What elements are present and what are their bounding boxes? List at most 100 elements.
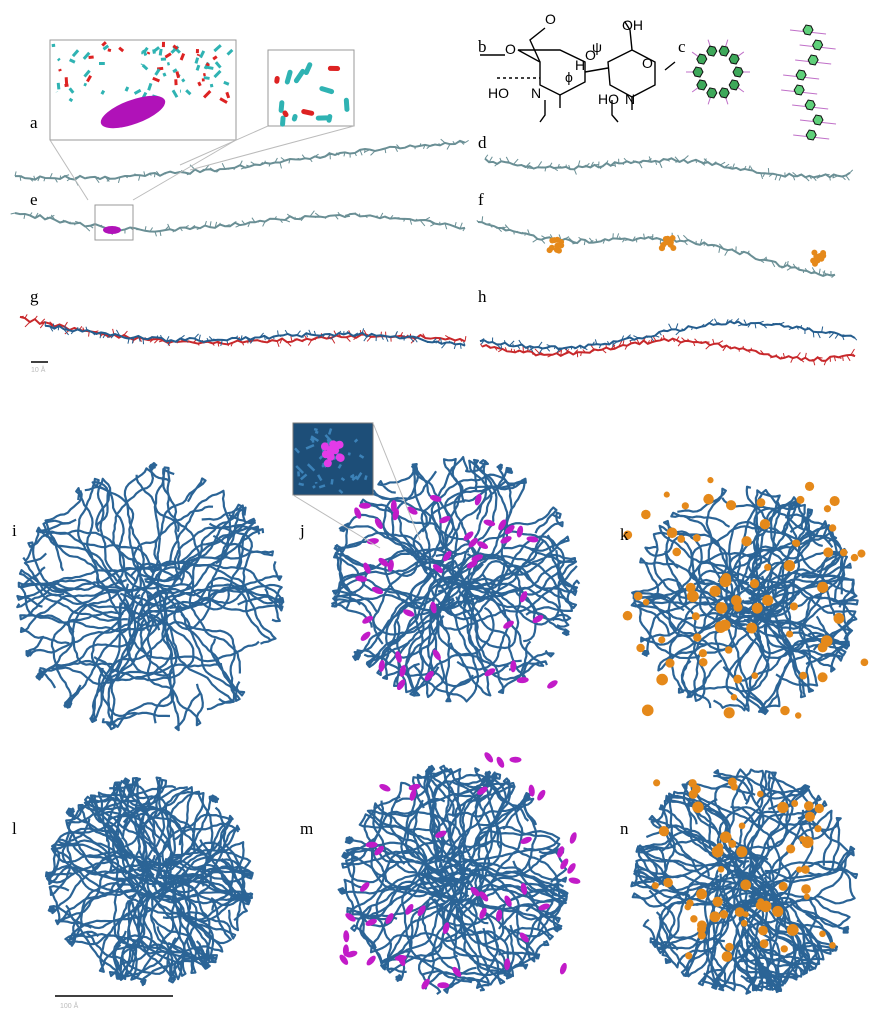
side-group xyxy=(602,350,606,353)
side-group xyxy=(701,341,702,343)
ligand xyxy=(725,943,734,952)
side-group xyxy=(430,338,431,339)
side-group xyxy=(623,163,624,165)
ring xyxy=(707,88,717,98)
side-group xyxy=(135,228,138,229)
side-group xyxy=(213,339,218,340)
ligand xyxy=(740,880,751,891)
ligand xyxy=(833,613,844,624)
ligand xyxy=(819,930,826,937)
side-group xyxy=(681,338,685,341)
side-group xyxy=(706,345,710,349)
side-group xyxy=(299,218,300,219)
ligand xyxy=(735,907,745,917)
bond xyxy=(69,99,72,101)
side-group xyxy=(513,159,518,164)
side-group xyxy=(345,216,350,217)
ligand xyxy=(802,836,814,848)
ligand xyxy=(516,525,524,538)
side-group xyxy=(517,165,522,166)
side-group xyxy=(684,156,689,160)
bond xyxy=(177,72,179,78)
ligand xyxy=(818,643,828,653)
ligand xyxy=(686,583,696,593)
ligand xyxy=(692,612,700,620)
atom-label: OH xyxy=(622,17,643,33)
ligand xyxy=(764,564,771,571)
ligand xyxy=(746,623,757,634)
ligand xyxy=(804,894,810,900)
ligand-atom xyxy=(547,247,553,253)
ligand xyxy=(851,554,859,562)
ligand xyxy=(719,910,728,919)
side-group xyxy=(671,158,672,159)
ligand xyxy=(636,644,644,652)
side-group xyxy=(797,352,800,356)
side-group xyxy=(447,144,450,149)
ligand xyxy=(817,582,828,593)
side-group xyxy=(732,249,733,250)
bond xyxy=(199,82,201,86)
side-group xyxy=(676,323,678,329)
ligand xyxy=(663,878,673,888)
side-group xyxy=(281,158,285,161)
ligand xyxy=(677,535,685,543)
side-group xyxy=(696,328,697,329)
ligand xyxy=(699,658,708,667)
ligand xyxy=(791,800,798,807)
ring xyxy=(719,46,729,56)
ligand xyxy=(692,801,703,812)
side-group xyxy=(684,241,687,245)
bond xyxy=(58,83,59,90)
side-group xyxy=(542,167,543,168)
ligand xyxy=(568,831,578,844)
bond xyxy=(304,112,312,114)
ligand-atom xyxy=(665,236,671,242)
ligand-atom xyxy=(331,446,339,454)
side-group xyxy=(768,168,769,174)
ligand xyxy=(751,672,758,679)
ligand xyxy=(757,791,764,798)
side-group xyxy=(45,322,46,326)
side-group xyxy=(25,314,27,318)
ligand xyxy=(703,494,714,505)
ligand xyxy=(719,619,730,630)
side-group xyxy=(199,335,200,341)
atom-label: O xyxy=(642,55,653,71)
ligand xyxy=(343,930,350,942)
panel-label: l xyxy=(12,819,17,838)
ligand xyxy=(690,915,697,922)
side-group xyxy=(500,158,501,161)
ligand xyxy=(793,540,800,547)
ligand xyxy=(724,707,735,718)
side-group xyxy=(688,326,691,327)
ligand xyxy=(784,560,795,571)
ring xyxy=(697,80,707,90)
side-group xyxy=(514,231,515,234)
side-group xyxy=(241,168,245,169)
atom-label: N xyxy=(625,91,635,107)
side-group xyxy=(194,334,198,339)
ligand-atom xyxy=(337,454,345,462)
panel-label: g xyxy=(30,287,39,306)
bond xyxy=(211,84,212,87)
bond xyxy=(207,67,214,68)
ring xyxy=(693,67,703,77)
side-group xyxy=(346,337,350,341)
side-group xyxy=(94,331,98,332)
side-group xyxy=(813,332,814,338)
side-group xyxy=(376,150,380,151)
side-group xyxy=(319,157,320,158)
bond xyxy=(167,63,169,64)
ring xyxy=(805,100,815,110)
side-group xyxy=(740,254,741,255)
panel-label: m xyxy=(300,819,313,838)
ring xyxy=(806,130,816,140)
polymer-chain xyxy=(15,213,465,232)
side-group xyxy=(441,139,445,143)
side-group xyxy=(716,161,717,163)
side-group xyxy=(714,319,717,324)
side-group xyxy=(157,336,158,338)
bond xyxy=(224,82,229,84)
side-group xyxy=(625,240,629,241)
